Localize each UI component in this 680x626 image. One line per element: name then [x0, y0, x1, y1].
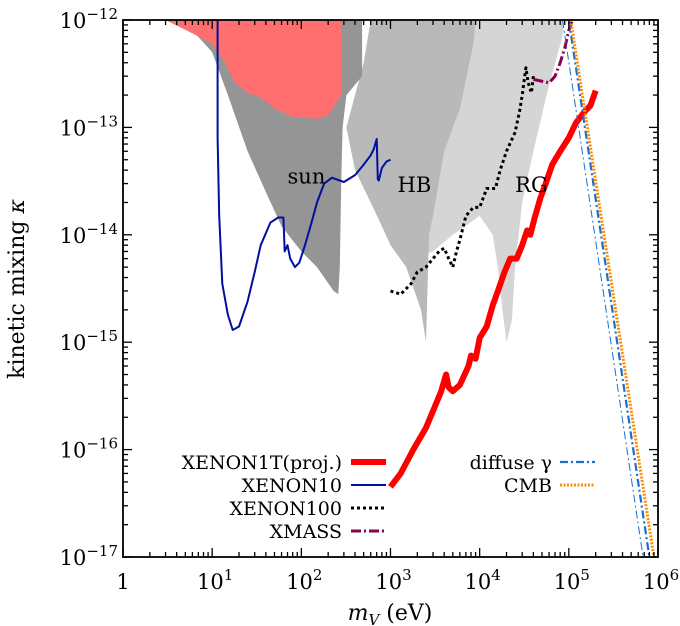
series-xmass — [533, 20, 574, 85]
axis-ticks: 1 101 102 103 104 105 106 10−17 10−16 10−15 10−14 1… — [60, 5, 680, 594]
series-diffuse-gamma — [567, 20, 651, 557]
region-label-hb: HB — [398, 173, 432, 197]
legend-label-diffuse-gamma: diffuse γ — [470, 452, 552, 474]
y-tick-label: 10−13 — [60, 112, 118, 140]
legend-label-xenon1t-proj: XENON1T(proj.) — [182, 452, 342, 474]
series-diffuse-gamma-thin — [562, 20, 644, 557]
x-tick-label: 1 — [116, 570, 129, 594]
y-tick-label: 10−16 — [60, 435, 118, 463]
region-label-sun: sun — [288, 165, 326, 189]
series-xenon1t-proj — [388, 89, 599, 489]
x-tick-label: 103 — [375, 566, 411, 594]
series-lines — [216, 20, 656, 557]
y-tick-label: 10−15 — [60, 327, 118, 355]
series-xenon100 — [390, 66, 535, 296]
x-tick-label: 106 — [643, 566, 679, 594]
series-cmb — [569, 20, 656, 557]
region-label-rg: RG — [515, 173, 548, 197]
excluded-regions — [165, 20, 565, 343]
legend-label-cmb: CMB — [504, 475, 552, 497]
legend-label-xenon100: XENON100 — [230, 498, 343, 520]
y-tick-label: 10−14 — [60, 220, 118, 248]
series-xenon10 — [216, 20, 391, 331]
x-tick-label: 101 — [197, 566, 233, 594]
x-tick-label: 102 — [286, 566, 322, 594]
y-tick-label: 10−12 — [60, 5, 118, 33]
legend-label-xenon10: XENON10 — [242, 475, 342, 497]
x-tick-label: 104 — [465, 566, 501, 594]
region-labels: RG HB sun — [288, 165, 548, 198]
y-axis-title: kinetic mixing κ — [5, 199, 30, 379]
legend-label-xmass: XMASS — [270, 521, 342, 543]
x-axis-title: mV (eV) — [348, 601, 433, 626]
region-red-excluded — [165, 20, 342, 119]
x-tick-label: 105 — [554, 566, 590, 594]
region-hb — [346, 20, 476, 343]
y-tick-label: 10−17 — [60, 542, 118, 570]
